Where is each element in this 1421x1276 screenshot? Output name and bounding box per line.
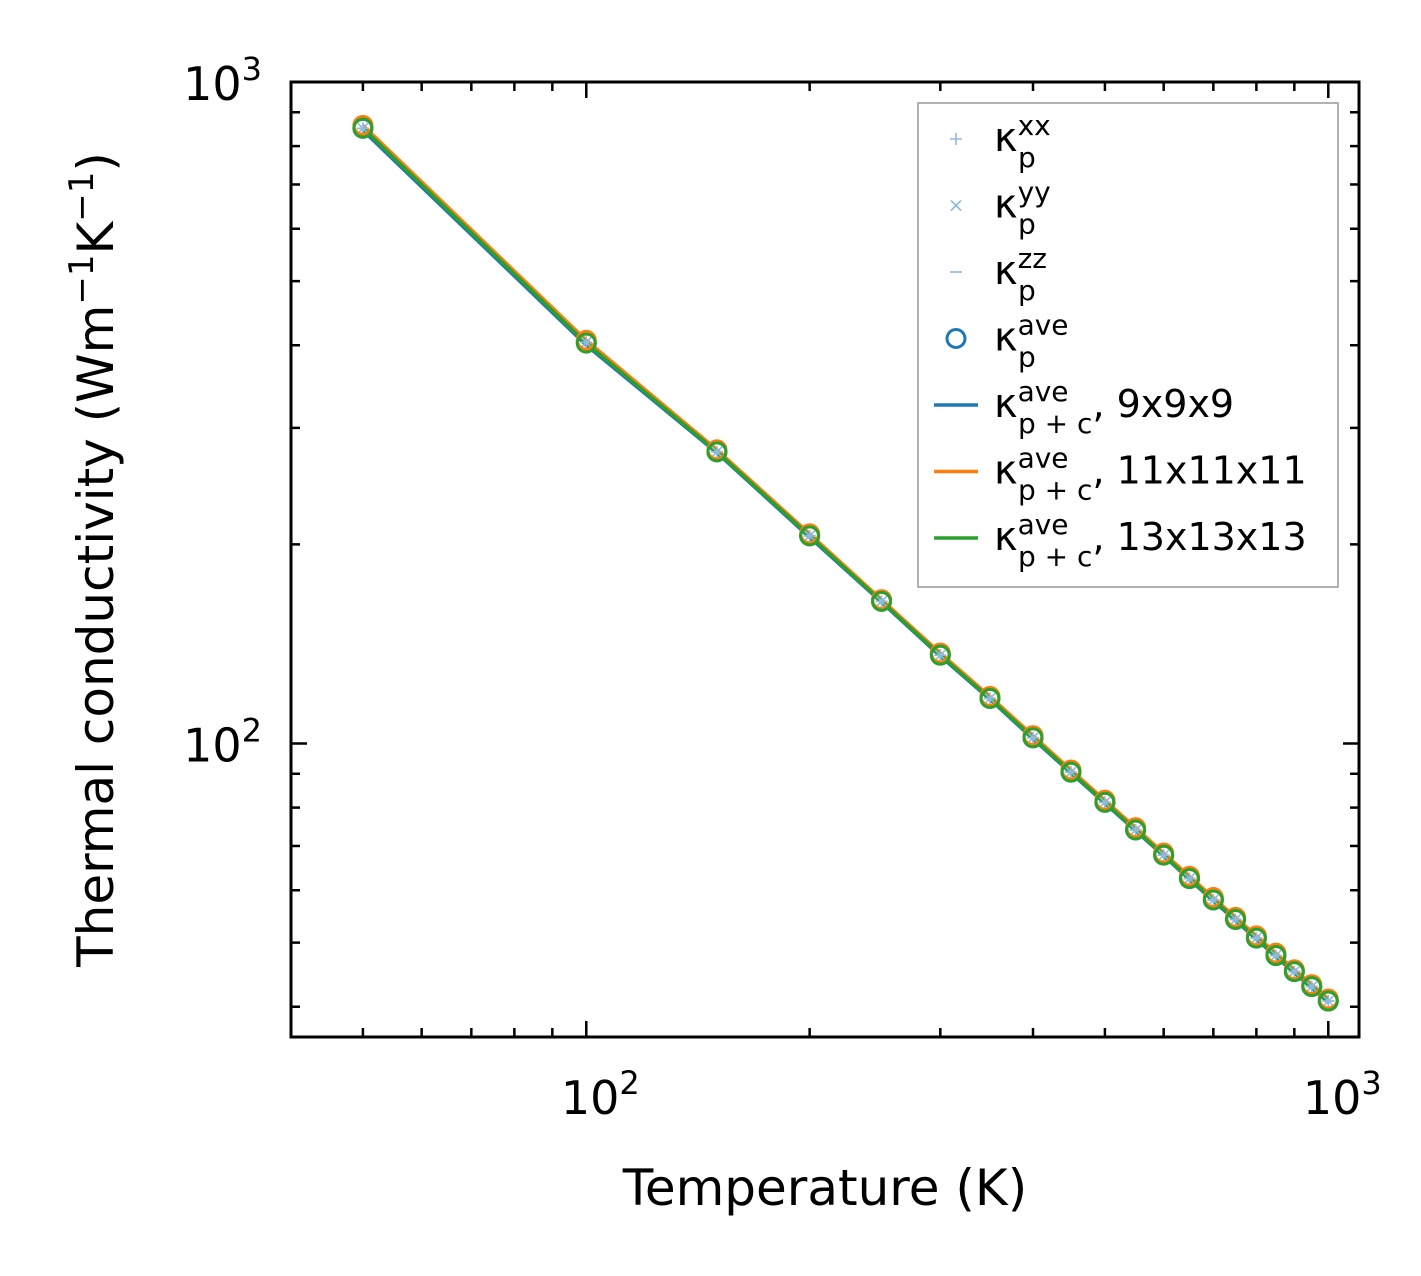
tick-label-base: 10 — [561, 1071, 620, 1125]
legend-label: κave p + c, 9x9x9 — [994, 375, 1234, 440]
legend-label-base: κ — [994, 381, 1018, 427]
legend-label-sup: ave — [1018, 375, 1069, 408]
legend-entry-6: κave p + c, 13x13x13 — [934, 508, 1307, 573]
marker-circle — [799, 525, 821, 547]
marker-circle — [1265, 945, 1287, 967]
legend-label: κzz p — [994, 242, 1047, 307]
legend-label-sub: p — [1018, 141, 1036, 174]
marker-circle — [1301, 976, 1323, 998]
marker-circle — [1178, 868, 1200, 890]
marker-circle — [1245, 927, 1267, 949]
legend-label-tail: , 9x9x9 — [1092, 382, 1234, 426]
y-tick-label: 102 — [183, 711, 262, 772]
tick-label-base: 10 — [183, 57, 242, 111]
legend-label-tail: , 11x11x11 — [1092, 449, 1306, 493]
legend-entry-0: κxx p — [950, 109, 1051, 174]
tick-label-base: 10 — [1303, 1071, 1362, 1125]
legend-entry-1: κyy p — [950, 176, 1051, 241]
y-axis-title-part: K — [67, 221, 125, 255]
legend-label-base: κ — [994, 115, 1018, 161]
legend-entry-5: κave p + c, 11x11x11 — [934, 442, 1307, 507]
overlay-circles-1 — [352, 117, 1339, 1012]
y-axis-title-part: Thermal conductivity (Wm — [67, 305, 125, 968]
legend-label-sup: xx — [1018, 109, 1051, 142]
legend-label: κyy p — [994, 176, 1051, 241]
marker-cross — [950, 199, 962, 212]
legend-label-sup: ave — [1018, 309, 1069, 342]
marker-circle — [575, 332, 597, 354]
x-axis-title: Temperature (K) — [622, 1159, 1027, 1217]
legend-label-sub: p — [1018, 274, 1036, 307]
legend-entry-4: κave p + c, 9x9x9 — [934, 375, 1234, 440]
marker-circle — [1202, 889, 1224, 911]
marker-circle — [706, 441, 728, 463]
legend-label: κave p + c, 13x13x13 — [994, 508, 1307, 573]
marker-circle — [1225, 908, 1247, 930]
x-tick-label: 102 — [561, 1064, 640, 1125]
y-axis-title: Thermal conductivity (Wm−1K−1) — [62, 152, 125, 968]
marker-circle — [1125, 819, 1147, 841]
marker-circle — [979, 687, 1001, 709]
x-tick-label: 103 — [1303, 1064, 1382, 1125]
legend-label-tail: , 13x13x13 — [1092, 515, 1306, 559]
legend-label-sup: zz — [1018, 242, 1047, 275]
marker-circle — [1153, 844, 1175, 866]
legend-label-base: κ — [994, 248, 1018, 294]
legend-label-base: κ — [994, 448, 1018, 494]
legend-label-sup: yy — [1018, 176, 1051, 209]
marker-circle — [871, 590, 893, 612]
legend-label-base: κ — [994, 514, 1018, 560]
legend-label-base: κ — [994, 315, 1018, 361]
tick-label-base: 10 — [183, 718, 242, 772]
series-layer — [352, 114, 1339, 1012]
marker-plus — [950, 133, 962, 145]
y-axis-title-part: −1 — [62, 255, 102, 305]
legend-frame — [917, 102, 1339, 588]
legend-entry-3: κave p — [945, 309, 1069, 374]
marker-circle — [1060, 761, 1082, 783]
legend-label-base: κ — [994, 182, 1018, 228]
marker-circle — [1317, 990, 1339, 1012]
legend-label: κave p + c, 11x11x11 — [994, 442, 1307, 507]
legend-label-sup: ave — [1018, 508, 1069, 541]
tick-label-exp: 3 — [1361, 1064, 1381, 1102]
tick-label-exp: 2 — [619, 1064, 639, 1102]
marker-circle — [1283, 961, 1305, 983]
legend-label-sub: p + c — [1018, 540, 1092, 573]
series-markers-2 — [356, 127, 1335, 1002]
marker-circle — [945, 328, 967, 349]
marker-circle — [1094, 791, 1116, 813]
marker-circle — [929, 644, 951, 666]
legend-entry-2: κzz p — [950, 242, 1047, 307]
legend-label: κave p — [994, 309, 1069, 374]
marker-circle — [1022, 727, 1044, 749]
series-clip-group — [352, 114, 1339, 1012]
legend-label-sub: p + c — [1018, 474, 1092, 507]
legend-label: κxx p — [994, 109, 1051, 174]
tick-label-exp: 3 — [242, 50, 262, 88]
y-axis-title-part: ) — [67, 152, 125, 172]
y-tick-label: 103 — [183, 50, 262, 111]
tick-label-exp: 2 — [242, 711, 262, 749]
y-axis-title-part: −1 — [62, 172, 102, 222]
legend-label-sub: p — [1018, 341, 1036, 374]
legend-label-sup: ave — [1018, 442, 1069, 475]
legend-label-sub: p + c — [1018, 407, 1092, 440]
marker-circle — [352, 117, 374, 139]
legend-label-sub: p — [1018, 208, 1036, 241]
plot-frame — [289, 80, 1361, 1039]
